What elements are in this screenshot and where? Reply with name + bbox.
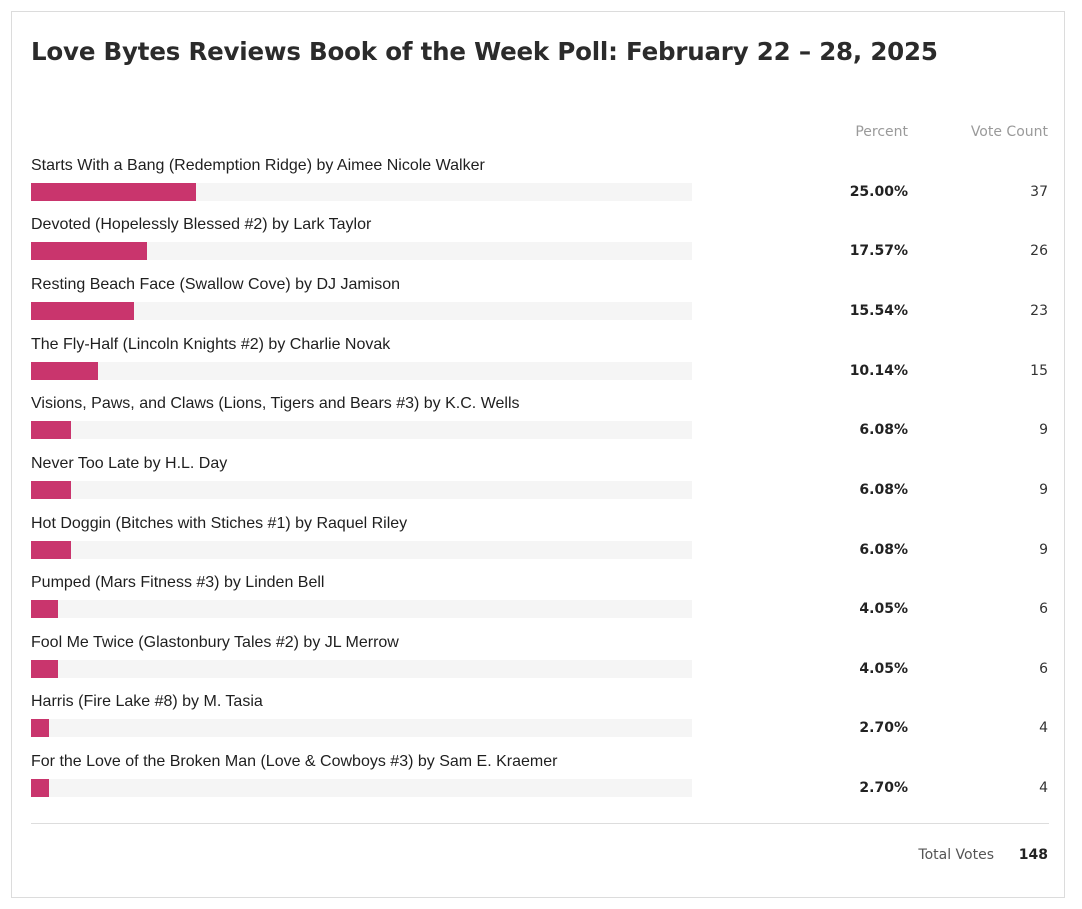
poll-answer-row: Harris (Fire Lake #8) by M. Tasia 2.70% …: [12, 693, 1064, 753]
answer-percent: 17.57%: [849, 243, 908, 259]
answer-label: Devoted (Hopelessly Blessed #2) by Lark …: [31, 216, 372, 233]
answer-vote-count: 37: [1030, 184, 1048, 200]
answer-vote-count: 9: [1039, 422, 1048, 438]
answer-vote-count: 6: [1039, 661, 1048, 677]
answer-vote-count: 9: [1039, 482, 1048, 498]
poll-answer-row: Pumped (Mars Fitness #3) by Linden Bell …: [12, 574, 1064, 634]
poll-card: Love Bytes Reviews Book of the Week Poll…: [11, 11, 1065, 898]
answer-label: Resting Beach Face (Swallow Cove) by DJ …: [31, 276, 401, 293]
poll-answer-row: Starts With a Bang (Redemption Ridge) by…: [12, 157, 1064, 217]
answer-percent: 4.05%: [859, 661, 908, 677]
poll-answer-row: Devoted (Hopelessly Blessed #2) by Lark …: [12, 216, 1064, 276]
poll-answer-row: For the Love of the Broken Man (Love & C…: [12, 753, 1064, 813]
answer-vote-count: 4: [1039, 780, 1048, 796]
result-bar-fill: [31, 481, 72, 499]
result-bar-track: [31, 600, 692, 618]
total-votes-label: Total Votes: [918, 847, 994, 863]
result-bar-track: [31, 541, 692, 559]
answer-vote-count: 6: [1039, 601, 1048, 617]
answer-vote-count: 15: [1030, 363, 1048, 379]
answer-label: For the Love of the Broken Man (Love & C…: [31, 753, 558, 770]
result-bar-track: [31, 660, 692, 678]
result-bar-fill: [31, 302, 134, 320]
vote-count-column-header: Vote Count: [970, 124, 1048, 140]
answer-percent: 4.05%: [859, 601, 908, 617]
answer-label: Starts With a Bang (Redemption Ridge) by…: [31, 157, 485, 174]
answer-percent: 2.70%: [859, 780, 908, 796]
answer-label: Hot Doggin (Bitches with Stiches #1) by …: [31, 515, 408, 532]
answer-percent: 10.14%: [849, 363, 908, 379]
percent-column-header: Percent: [855, 124, 908, 140]
answer-label: Visions, Paws, and Claws (Lions, Tigers …: [31, 395, 520, 412]
total-votes-value: 148: [1018, 847, 1048, 863]
poll-answer-row: Hot Doggin (Bitches with Stiches #1) by …: [12, 515, 1064, 575]
poll-answer-row: The Fly-Half (Lincoln Knights #2) by Cha…: [12, 336, 1064, 396]
poll-answers-list: Starts With a Bang (Redemption Ridge) by…: [12, 12, 1064, 897]
result-bar-track: [31, 719, 692, 737]
answer-percent: 6.08%: [859, 422, 908, 438]
answer-vote-count: 23: [1030, 303, 1048, 319]
result-bar-fill: [31, 362, 99, 380]
poll-answer-row: Resting Beach Face (Swallow Cove) by DJ …: [12, 276, 1064, 336]
poll-answer-row: Never Too Late by H.L. Day 6.08% 9: [12, 455, 1064, 515]
answer-vote-count: 9: [1039, 542, 1048, 558]
answer-vote-count: 4: [1039, 720, 1048, 736]
answer-vote-count: 26: [1030, 243, 1048, 259]
answer-percent: 15.54%: [849, 303, 908, 319]
answer-percent: 2.70%: [859, 720, 908, 736]
answer-label: The Fly-Half (Lincoln Knights #2) by Cha…: [31, 336, 391, 353]
result-bar-track: [31, 362, 692, 380]
result-bar-fill: [31, 779, 49, 797]
answer-label: Never Too Late by H.L. Day: [31, 455, 228, 472]
result-bar-fill: [31, 183, 197, 201]
result-bar-track: [31, 183, 692, 201]
answer-label: Fool Me Twice (Glastonbury Tales #2) by …: [31, 634, 399, 651]
answer-label: Pumped (Mars Fitness #3) by Linden Bell: [31, 574, 325, 591]
result-bar-fill: [31, 660, 58, 678]
poll-answer-row: Visions, Paws, and Claws (Lions, Tigers …: [12, 395, 1064, 455]
result-bar-fill: [31, 600, 58, 618]
answer-label: Harris (Fire Lake #8) by M. Tasia: [31, 693, 263, 710]
result-bar-track: [31, 481, 692, 499]
answer-percent: 6.08%: [859, 482, 908, 498]
poll-answer-row: Fool Me Twice (Glastonbury Tales #2) by …: [12, 634, 1064, 694]
results-divider: [31, 823, 1049, 824]
result-bar-fill: [31, 242, 148, 260]
answer-percent: 6.08%: [859, 542, 908, 558]
answer-percent: 25.00%: [849, 184, 908, 200]
poll-title: Love Bytes Reviews Book of the Week Poll…: [31, 37, 938, 66]
result-bar-fill: [31, 719, 49, 737]
result-bar-track: [31, 779, 692, 797]
result-bar-track: [31, 242, 692, 260]
result-bar-fill: [31, 541, 72, 559]
result-bar-track: [31, 302, 692, 320]
result-bar-fill: [31, 421, 72, 439]
result-bar-track: [31, 421, 692, 439]
